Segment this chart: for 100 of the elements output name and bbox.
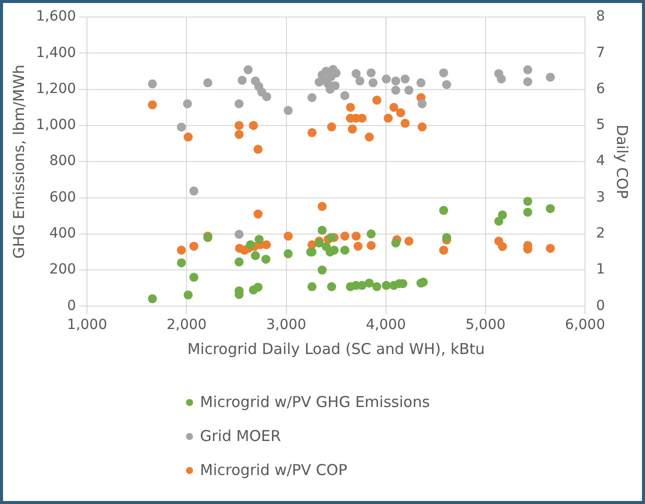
x-tick-label: 1,000 xyxy=(67,317,108,334)
point xyxy=(244,65,253,74)
point xyxy=(326,233,336,242)
point xyxy=(148,79,157,88)
point xyxy=(327,122,336,132)
y-tick-label: 400 xyxy=(49,226,76,242)
point xyxy=(442,80,452,90)
point xyxy=(523,77,532,86)
point xyxy=(364,278,374,288)
point xyxy=(322,242,331,252)
point xyxy=(384,114,393,123)
point xyxy=(284,249,293,258)
x-tick-label: 6,000 xyxy=(565,317,606,334)
point xyxy=(203,78,212,88)
point xyxy=(391,76,400,86)
point xyxy=(148,294,157,304)
point xyxy=(340,91,350,100)
point xyxy=(234,230,244,239)
point xyxy=(382,280,391,290)
point xyxy=(182,99,192,108)
x-tick-label: 5,000 xyxy=(465,317,506,334)
point xyxy=(396,108,406,118)
point xyxy=(330,246,339,255)
point xyxy=(307,282,316,292)
point xyxy=(366,68,376,78)
point xyxy=(189,242,198,251)
point xyxy=(318,266,327,275)
x-tick-label: 4,000 xyxy=(366,317,406,334)
point xyxy=(284,232,293,241)
point xyxy=(418,99,427,108)
y2-axis-title: Daily COP xyxy=(613,124,632,199)
point xyxy=(523,65,532,74)
point xyxy=(382,74,391,84)
x-tick-label: 2,000 xyxy=(166,317,207,334)
point xyxy=(400,118,410,128)
point xyxy=(368,78,378,88)
x-axis-title: Microgrid Daily Load (SC and WH), kBtu xyxy=(187,340,485,358)
point xyxy=(234,257,244,266)
point xyxy=(234,120,244,130)
point xyxy=(348,124,357,134)
point xyxy=(364,132,374,142)
point xyxy=(189,186,198,196)
y2-tick-label: 1 xyxy=(596,262,606,278)
point xyxy=(176,122,186,132)
point xyxy=(346,102,355,112)
y2-tick-label: 2 xyxy=(596,226,606,242)
point xyxy=(340,232,350,241)
y2-tick-label: 5 xyxy=(596,117,606,134)
y2-tick-label: 7 xyxy=(596,44,606,61)
point xyxy=(439,68,448,78)
point xyxy=(184,290,193,300)
point xyxy=(318,226,327,235)
y-tick-label: 0 xyxy=(67,298,76,314)
point xyxy=(262,92,272,102)
point xyxy=(340,246,350,255)
y-tick-label: 1,000 xyxy=(36,117,76,134)
point xyxy=(439,206,448,215)
point xyxy=(176,258,186,268)
point xyxy=(184,132,193,142)
y2-tick-label: 0 xyxy=(596,298,606,314)
point xyxy=(352,69,361,78)
point xyxy=(372,96,382,105)
point xyxy=(354,242,362,251)
point xyxy=(327,282,336,292)
point xyxy=(523,196,532,206)
point xyxy=(418,122,427,132)
y-tick-label: 1,600 xyxy=(36,8,76,25)
point xyxy=(404,236,414,246)
point xyxy=(523,208,532,217)
x-tick-label: 3,000 xyxy=(266,317,306,334)
point xyxy=(546,244,555,253)
point xyxy=(254,234,264,244)
point xyxy=(254,144,262,154)
point xyxy=(498,210,507,220)
point xyxy=(442,233,452,242)
point xyxy=(234,130,244,139)
point xyxy=(400,74,410,84)
point xyxy=(352,232,361,241)
y2-tick-label: 6 xyxy=(596,80,606,97)
legend-label: Grid MOER xyxy=(200,426,281,447)
y-tick-label: 800 xyxy=(49,153,76,170)
point xyxy=(176,246,186,255)
point xyxy=(366,240,376,250)
point xyxy=(439,246,448,255)
point xyxy=(416,78,426,88)
legend-label: Microgrid w/PV COP xyxy=(200,460,348,481)
point xyxy=(246,240,255,250)
point xyxy=(391,86,400,95)
point xyxy=(391,238,400,248)
point xyxy=(496,74,506,84)
point xyxy=(189,272,198,282)
y-tick-label: 600 xyxy=(49,189,76,206)
y-axis-title: GHG Emissions, lbm/MWh xyxy=(10,64,28,259)
y2-tick-label: 4 xyxy=(596,153,606,170)
point xyxy=(318,202,327,211)
point xyxy=(261,254,270,264)
y-tick-label: 1,200 xyxy=(36,80,76,97)
y2-tick-label: 3 xyxy=(596,189,606,206)
legend-label: Microgrid w/PV GHG Emissions xyxy=(200,392,430,413)
point xyxy=(546,204,555,214)
